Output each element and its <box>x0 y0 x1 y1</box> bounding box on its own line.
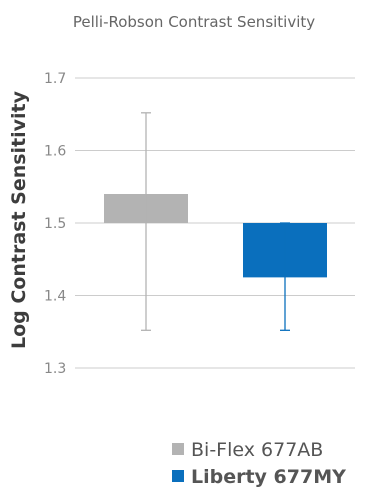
y-tick-label: 1.5 <box>44 216 66 232</box>
legend-item-biflex: Bi-Flex 677AB <box>172 439 323 461</box>
legend-item-liberty: Liberty 677MY <box>172 466 346 488</box>
y-tick-label: 1.4 <box>44 289 66 305</box>
y-tick-label: 1.6 <box>44 144 66 160</box>
chart-title: Pelli-Robson Contrast Sensitivity <box>73 13 315 31</box>
y-axis-label: Log Contrast Sensitivity <box>8 90 30 349</box>
y-tick-label: 1.7 <box>44 71 66 87</box>
legend-swatch-biflex <box>172 443 184 455</box>
legend-label-biflex: Bi-Flex 677AB <box>191 439 324 461</box>
y-tick-label: 1.3 <box>44 361 66 377</box>
legend-swatch-liberty <box>172 470 184 482</box>
legend-label-liberty: Liberty 677MY <box>191 466 346 488</box>
